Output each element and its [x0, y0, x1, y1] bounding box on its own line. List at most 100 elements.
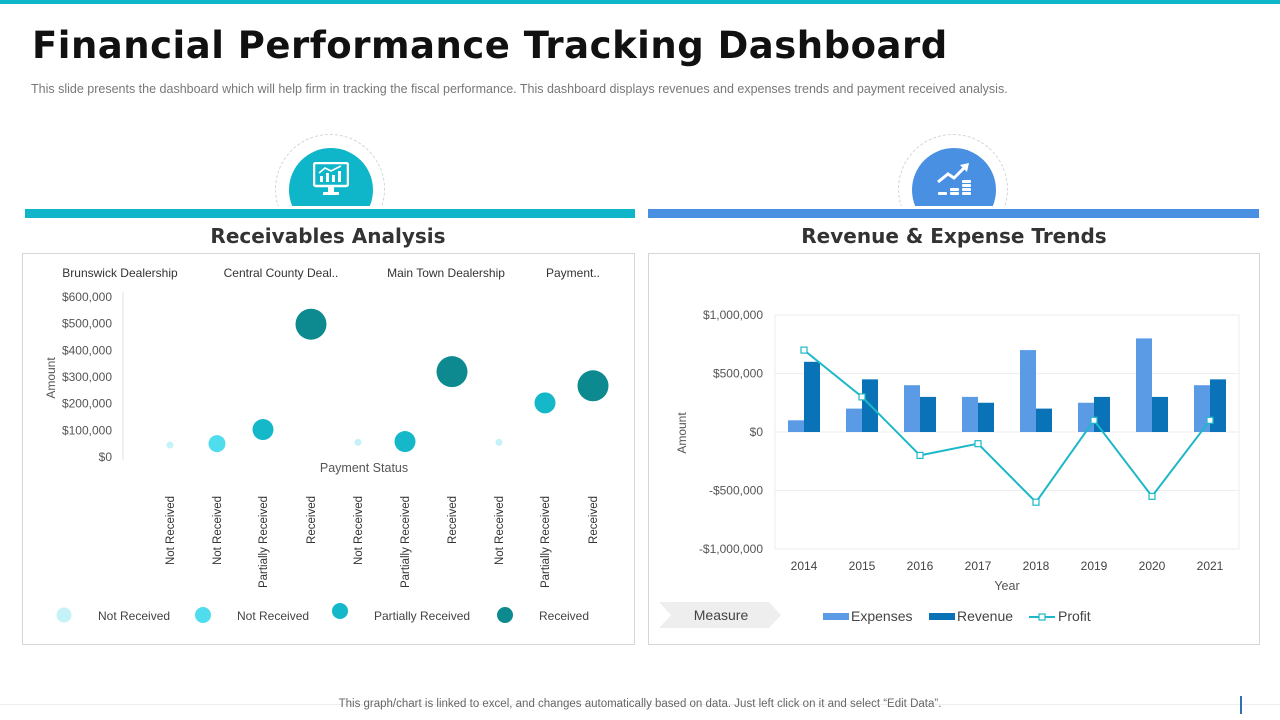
monitor-chart-icon [313, 162, 349, 195]
x-tick-label: 2019 [1081, 559, 1108, 573]
y-tick-label: $200,000 [62, 397, 112, 411]
profit-marker [1032, 498, 1040, 506]
profit-marker [916, 451, 924, 459]
y-tick-label: $300,000 [62, 370, 112, 384]
x-tick-label: 2017 [965, 559, 992, 573]
data-point [354, 438, 362, 446]
legend-label: Revenue [957, 608, 1013, 624]
y-tick-label: $0 [99, 450, 113, 464]
y-tick-label: $1,000,000 [703, 308, 763, 322]
receivables-accent-strip [25, 209, 635, 218]
bar-revenue [920, 396, 936, 432]
profit-marker [1206, 416, 1214, 424]
group-label: Payment.. [546, 266, 600, 280]
trends-accent-strip [648, 209, 1259, 218]
legend-marker [332, 603, 348, 619]
group-label: Main Town Dealership [387, 266, 505, 280]
profit-marker [1148, 492, 1156, 500]
legend-marker-revenue [929, 613, 955, 620]
category-label: Not Received [353, 496, 365, 565]
measure-tag [659, 602, 781, 628]
category-label: Not Received [165, 496, 177, 565]
bar-expenses [962, 396, 978, 432]
top-accent-bar [0, 0, 1280, 4]
data-point [436, 356, 468, 388]
y-tick-label: $500,000 [62, 317, 112, 331]
y-axis-label: Amount [44, 357, 58, 399]
group-label: Brunswick Dealership [62, 266, 178, 280]
bar-revenue [1094, 396, 1110, 432]
receivables-title: Receivables Analysis [210, 224, 446, 248]
bar-revenue [1036, 408, 1052, 432]
legend-label: Partially Received [374, 609, 470, 623]
bar-expenses [1020, 350, 1036, 432]
footer-divider [0, 704, 1280, 705]
category-label: Received [306, 496, 318, 544]
page-title: Financial Performance Tracking Dashboard [32, 24, 948, 67]
x-tick-label: 2021 [1197, 559, 1224, 573]
x-tick-label: 2015 [849, 559, 876, 573]
x-axis-label: Year [994, 579, 1019, 593]
legend-label: Expenses [851, 608, 912, 624]
x-tick-label: 2016 [907, 559, 934, 573]
legend-label: Not Received [237, 609, 309, 623]
receivables-chart[interactable]: $0 $100,000 $200,000 $300,000 $400,000 $500,0… [23, 254, 634, 644]
legend-marker [56, 607, 72, 623]
data-point [252, 419, 274, 441]
y-tick-label: $100,000 [62, 423, 112, 437]
legend-marker-profit [1038, 613, 1046, 621]
category-label: Received [588, 496, 600, 544]
legend-marker-expenses [823, 613, 849, 620]
data-point [577, 370, 609, 402]
profit-line [803, 349, 1211, 504]
x-tick-label: 2018 [1023, 559, 1050, 573]
bar-expenses [1194, 385, 1210, 432]
y-tick-label: $500,000 [713, 367, 763, 381]
trends-badge [898, 134, 1010, 206]
profit-marker [858, 393, 866, 401]
bar-revenue [1210, 379, 1226, 432]
legend-marker [195, 607, 211, 623]
profit-marker [974, 440, 982, 448]
footer-note: This graph/chart is linked to excel, and… [338, 698, 942, 710]
bar-revenue [804, 361, 820, 432]
trends-title: Revenue & Expense Trends [801, 224, 1107, 248]
legend-label: Profit [1058, 608, 1091, 624]
data-point [495, 438, 503, 446]
revenue-expense-chart[interactable]: -$1,000,000 -$500,000 $0 $500,000 $1,000,000… [649, 254, 1259, 644]
bar-expenses [904, 385, 920, 432]
group-label: Central County Deal.. [224, 266, 339, 280]
x-axis-label: Payment Status [320, 461, 408, 475]
category-label: Partially Received [540, 496, 552, 588]
bar-revenue [1152, 396, 1168, 432]
y-tick-label: -$500,000 [709, 484, 763, 498]
measure-label: Measure [694, 607, 749, 623]
profit-marker [800, 346, 808, 354]
x-tick-label: 2020 [1139, 559, 1166, 573]
category-label: Partially Received [400, 496, 412, 588]
y-tick-label: $600,000 [62, 290, 112, 304]
category-label: Not Received [212, 496, 224, 565]
bar-revenue [978, 402, 994, 432]
category-label: Partially Received [258, 496, 270, 588]
legend-marker [497, 607, 513, 623]
trends-panel[interactable]: -$1,000,000 -$500,000 $0 $500,000 $1,000,000… [648, 253, 1260, 645]
bar-expenses [846, 408, 862, 432]
y-axis-label: Amount [675, 412, 689, 454]
data-point [166, 441, 174, 449]
x-tick-label: 2014 [791, 559, 818, 573]
profit-marker [1090, 416, 1098, 424]
receivables-panel[interactable]: $0 $100,000 $200,000 $300,000 $400,000 $500,0… [22, 253, 635, 645]
footer-marker [1240, 696, 1242, 714]
legend-label: Received [539, 609, 589, 623]
category-label: Received [447, 496, 459, 544]
bar-expenses [788, 420, 804, 432]
y-tick-label: $0 [750, 425, 764, 439]
y-tick-label: $400,000 [62, 343, 112, 357]
growth-coins-icon [937, 163, 971, 195]
page-subtitle: This slide presents the dashboard which … [31, 82, 1008, 96]
category-label: Not Received [494, 496, 506, 565]
y-tick-label: -$1,000,000 [699, 542, 763, 556]
bar-expenses [1136, 338, 1152, 432]
receivables-badge [275, 134, 387, 206]
